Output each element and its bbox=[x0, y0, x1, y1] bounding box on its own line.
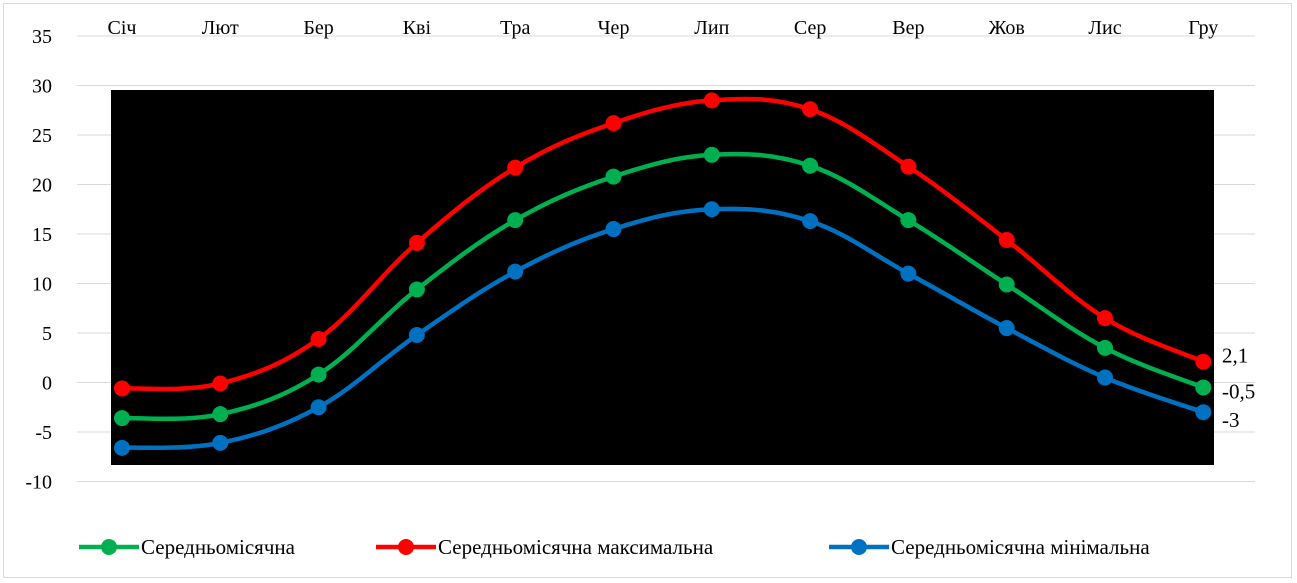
data-point bbox=[212, 434, 229, 451]
data-point bbox=[802, 101, 819, 118]
data-point bbox=[1195, 379, 1212, 396]
data-point bbox=[114, 410, 130, 427]
x-tick-label: Сер bbox=[794, 17, 826, 39]
y-tick-label: 30 bbox=[32, 76, 52, 98]
legend-label: Середньомісячна bbox=[141, 535, 296, 559]
data-point bbox=[900, 212, 917, 229]
chart-frame: 35 30 25 20 15 10 5 0 -5 -10 Січ Лют Бер Кві Тра Чер Ли… bbox=[3, 3, 1292, 578]
x-tick-label: Січ bbox=[108, 17, 137, 39]
data-point bbox=[1195, 353, 1212, 370]
data-point bbox=[408, 281, 425, 298]
legend: Середньомісячна Середньомісячна максималь… bbox=[79, 535, 1150, 559]
data-point bbox=[507, 212, 524, 229]
data-point bbox=[212, 406, 229, 423]
data-point bbox=[1097, 369, 1113, 386]
data-point bbox=[408, 234, 425, 251]
legend-label: Середньомісячна мінімальна bbox=[891, 535, 1150, 559]
y-axis-ticks: 35 30 25 20 15 10 5 0 -5 -10 bbox=[25, 26, 52, 494]
plot-obscuring-rectangle bbox=[111, 90, 1214, 465]
legend-item: Середньомісячна мінімальна bbox=[829, 535, 1150, 559]
data-point bbox=[1097, 310, 1113, 327]
y-tick-label: 20 bbox=[32, 175, 52, 197]
data-point bbox=[212, 375, 229, 392]
data-point bbox=[900, 158, 917, 175]
x-tick-label: Чер bbox=[598, 17, 630, 39]
data-point bbox=[605, 221, 622, 238]
y-tick-label: 25 bbox=[32, 125, 52, 147]
legend-marker bbox=[101, 539, 117, 555]
y-tick-label: 0 bbox=[42, 373, 52, 395]
y-tick-label: 35 bbox=[32, 26, 52, 48]
data-point bbox=[998, 276, 1015, 293]
data-point bbox=[114, 439, 130, 456]
legend-item: Середньомісячна максимальна bbox=[376, 535, 714, 559]
data-point bbox=[310, 399, 327, 416]
data-point bbox=[802, 213, 819, 230]
data-point bbox=[703, 146, 720, 163]
series-2 bbox=[114, 201, 1212, 456]
x-tick-label: Гру bbox=[1188, 17, 1218, 39]
chart-svg: 35 30 25 20 15 10 5 0 -5 -10 Січ Лют Бер Кві Тра Чер Ли… bbox=[25, 17, 1255, 559]
x-tick-label: Жов bbox=[989, 17, 1025, 39]
data-point bbox=[310, 366, 327, 383]
legend-label: Середньомісячна максимальна bbox=[438, 535, 714, 559]
data-point bbox=[408, 326, 425, 343]
data-point bbox=[114, 380, 130, 397]
series-1 bbox=[114, 92, 1212, 397]
data-point bbox=[310, 330, 327, 347]
x-tick-label: Лют bbox=[202, 17, 239, 39]
data-point bbox=[605, 168, 622, 185]
y-tick-label: -5 bbox=[35, 422, 52, 444]
data-point bbox=[703, 201, 720, 218]
x-tick-label: Бер bbox=[303, 17, 333, 39]
data-point bbox=[507, 159, 524, 176]
data-point bbox=[900, 265, 917, 282]
series-0 bbox=[114, 146, 1212, 427]
data-point bbox=[605, 115, 622, 132]
y-tick-label: 15 bbox=[32, 224, 52, 246]
series-lines bbox=[114, 92, 1212, 456]
legend-marker bbox=[398, 539, 414, 555]
data-point bbox=[703, 92, 720, 109]
data-point bbox=[507, 263, 524, 280]
data-point bbox=[1195, 404, 1212, 421]
x-tick-label: Лип bbox=[694, 17, 729, 39]
data-point bbox=[998, 231, 1015, 248]
x-axis-ticks: Січ Лют Бер Кві Тра Чер Лип Сер Вер Жов Лис Гру bbox=[108, 17, 1219, 39]
end-labels: 2,1 -0,5 -3 bbox=[1222, 344, 1255, 432]
data-point bbox=[802, 157, 819, 174]
legend-item: Середньомісячна bbox=[79, 535, 296, 559]
legend-marker bbox=[851, 539, 867, 555]
y-tick-label: 5 bbox=[42, 323, 52, 345]
x-tick-label: Кві bbox=[403, 17, 432, 39]
x-tick-label: Тра bbox=[500, 17, 530, 39]
x-tick-label: Вер bbox=[892, 17, 924, 39]
data-point bbox=[1097, 339, 1113, 356]
x-tick-label: Лис bbox=[1088, 17, 1121, 39]
y-tick-label: -10 bbox=[25, 472, 52, 494]
data-point bbox=[998, 320, 1015, 337]
end-label: 2,1 bbox=[1222, 344, 1248, 368]
end-label: -3 bbox=[1222, 408, 1240, 432]
y-tick-label: 10 bbox=[32, 274, 52, 296]
end-label: -0,5 bbox=[1222, 379, 1255, 403]
